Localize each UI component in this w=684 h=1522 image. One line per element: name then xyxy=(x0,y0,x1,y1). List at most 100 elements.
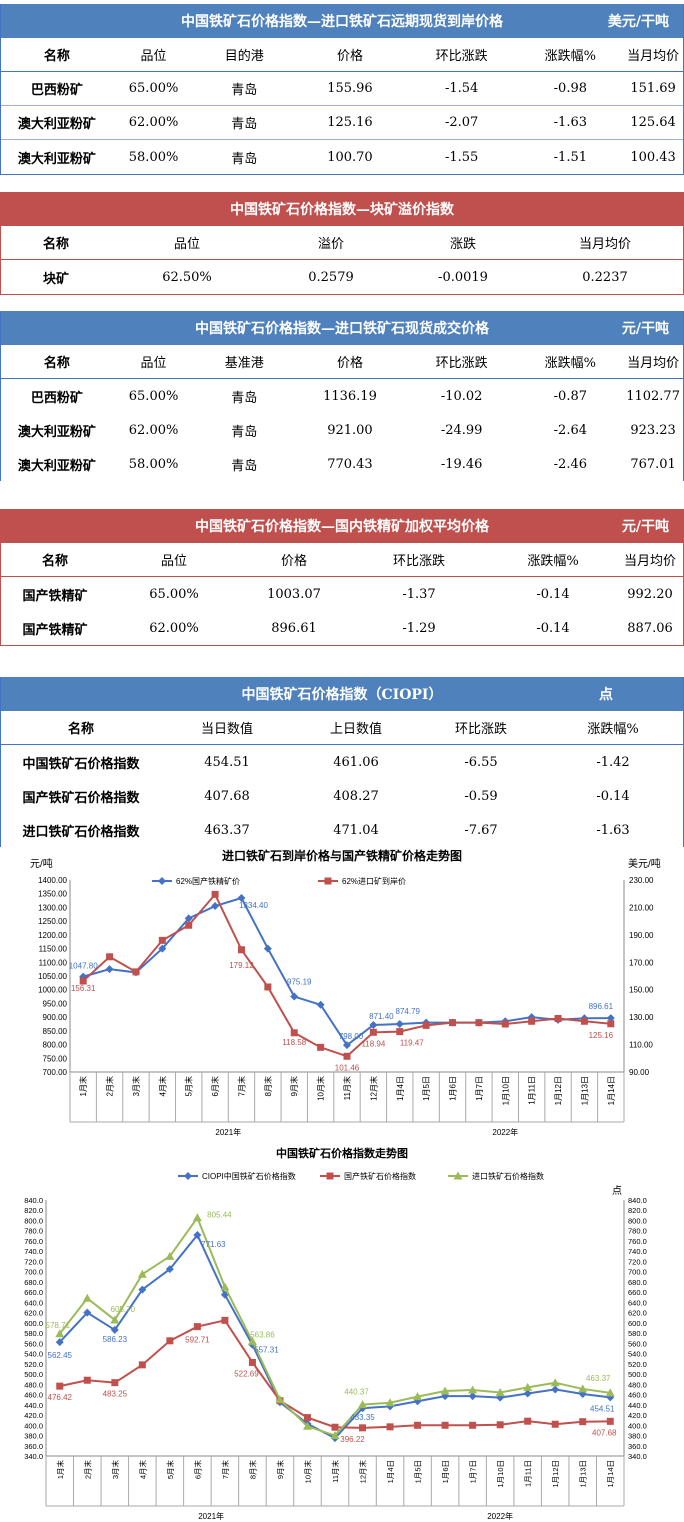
data-point xyxy=(158,944,167,953)
data-point xyxy=(475,1019,483,1027)
y-tick-right: 640.0 xyxy=(628,1298,647,1307)
y-tick-left: 700.00 xyxy=(43,1068,68,1077)
data-point xyxy=(317,1043,325,1051)
y-axis-label-right: 美元/吨 xyxy=(628,857,661,870)
table-row: 国产铁矿石价格指数 407.68 408.27 -0.59 -0.14 xyxy=(1,779,683,813)
data-point xyxy=(440,1386,450,1395)
table-cell: 100.70 xyxy=(327,149,373,165)
table-cell: 青岛 xyxy=(231,151,258,167)
x-tick-label: 1月13日 xyxy=(579,1460,588,1488)
table-cell: 923.23 xyxy=(630,422,676,438)
x-tick-label: 8月末 xyxy=(263,1076,273,1096)
y-tick-left: 440.0 xyxy=(24,1401,43,1410)
data-point xyxy=(193,1231,202,1240)
y-tick-left: 540.0 xyxy=(24,1350,43,1359)
y-tick-left: 850.00 xyxy=(43,1027,68,1036)
y-tick-right: 580.0 xyxy=(628,1329,647,1338)
data-label: 578.71 xyxy=(46,1321,71,1330)
x-tick-label: 1月14日 xyxy=(607,1076,616,1105)
y-tick-right: 170.00 xyxy=(629,958,654,967)
legend-label: 国产铁矿石价格指数 xyxy=(344,1171,416,1181)
table-cell: 896.61 xyxy=(271,620,317,636)
table-row: 进口铁矿石价格指数 463.37 471.04 -7.67 -1.63 xyxy=(1,813,683,847)
row-name-cell: 名称 xyxy=(43,49,70,64)
data-point xyxy=(343,1052,351,1060)
table-cell: 125.64 xyxy=(630,115,676,130)
data-point xyxy=(138,1285,147,1294)
x-tick-label: 1月12日 xyxy=(554,1076,563,1105)
data-label: 896.61 xyxy=(589,1002,614,1011)
y-tick-right: 680.0 xyxy=(628,1278,647,1287)
data-point xyxy=(275,1395,285,1404)
table-cell: -1.63 xyxy=(553,115,587,130)
table-cell: 当月均价 xyxy=(578,237,631,252)
table-row: 中国铁矿石价格指数 454.51 461.06 -6.55 -1.42 xyxy=(1,745,683,779)
data-point xyxy=(550,1378,560,1387)
y-tick-left: 380.0 xyxy=(24,1432,43,1441)
y-tick-left: 760.0 xyxy=(24,1237,43,1246)
table-cell: 408.27 xyxy=(333,788,379,804)
data-point xyxy=(496,1421,504,1429)
table-row: 澳大利亚粉矿 62.00% 青岛 125.16 -2.07 -1.63 125.64 xyxy=(1,106,683,140)
data-point xyxy=(166,1337,174,1345)
table-cell: 62.00% xyxy=(128,422,179,438)
data-point xyxy=(468,1392,477,1401)
table-cell: 上日数值 xyxy=(329,722,382,737)
table-lump-premium: 中国铁矿石价格指数—块矿溢价指数 名称 品位 溢价 涨跌 当月均价 块矿 62.50% 0.2… xyxy=(0,192,684,295)
data-label: 874.79 xyxy=(396,1007,421,1016)
legend-label: 进口铁矿石价格指数 xyxy=(472,1171,544,1181)
data-label: 463.37 xyxy=(586,1374,611,1383)
y-tick-left: 780.0 xyxy=(24,1227,43,1236)
table-column-headers: 名称 当日数值 上日数值 环比涨跌 涨跌幅% xyxy=(1,711,683,745)
y-axis-label-left: 元/吨 xyxy=(30,857,53,870)
y-tick-left: 950.00 xyxy=(43,999,68,1008)
x-tick-label: 1月14日 xyxy=(606,1460,615,1488)
row-name-cell: 名称 xyxy=(41,554,68,569)
data-label: 101.46 xyxy=(335,1063,360,1072)
data-point xyxy=(343,1041,351,1050)
data-point xyxy=(193,1323,201,1331)
table-cell: 407.68 xyxy=(204,788,250,804)
y-tick-left: 900.00 xyxy=(43,1013,68,1022)
y-tick-right: 380.0 xyxy=(628,1432,647,1441)
data-point xyxy=(606,1417,614,1425)
y-tick-left: 1400.00 xyxy=(38,876,67,885)
table-cell: 涨跌幅% xyxy=(527,554,579,569)
data-point xyxy=(551,1420,559,1428)
data-point xyxy=(441,1421,449,1429)
data-point xyxy=(580,1017,588,1025)
data-label: 771.63 xyxy=(201,1240,226,1249)
x-tick-label: 4月末 xyxy=(157,1076,167,1096)
table-column-headers: 名称 品位 价格 环比涨跌 涨跌幅% 当月均价 xyxy=(1,543,683,577)
table-cell: 471.04 xyxy=(333,822,379,838)
year-label: 2021年 xyxy=(215,1127,241,1137)
y-tick-left: 580.0 xyxy=(24,1329,43,1338)
y-tick-left: 750.00 xyxy=(43,1054,68,1063)
data-point xyxy=(290,1029,298,1037)
y-tick-right: 420.0 xyxy=(628,1411,647,1420)
table-column-headers: 名称 品位 溢价 涨跌 当月均价 xyxy=(1,226,683,260)
y-tick-right: 340.0 xyxy=(628,1452,647,1461)
y-tick-right: 700.0 xyxy=(628,1268,647,1277)
table-cell: -2.64 xyxy=(553,422,587,438)
table-cell: -24.99 xyxy=(440,422,483,438)
data-point xyxy=(79,977,87,985)
y-tick-right: 840.0 xyxy=(628,1196,647,1205)
data-label: 440.37 xyxy=(344,1388,369,1397)
table-cell: -0.0019 xyxy=(438,269,488,285)
table-cell: 58.00% xyxy=(128,456,179,472)
table-header: 中国铁矿石价格指数—进口铁矿石现货成交价格 元/干吨 xyxy=(1,311,683,345)
x-tick-label: 1月11日 xyxy=(524,1460,533,1487)
y-tick-right: 130.00 xyxy=(629,1013,654,1022)
x-tick-label: 1月6日 xyxy=(441,1460,450,1483)
y-tick-left: 1300.00 xyxy=(38,903,67,912)
x-tick-label: 11月末 xyxy=(330,1460,340,1483)
y-tick-right: 660.0 xyxy=(628,1288,647,1297)
table-cell: -7.67 xyxy=(464,822,498,838)
data-point xyxy=(105,965,114,974)
table-header: 中国铁矿石价格指数—块矿溢价指数 xyxy=(1,192,683,226)
data-label: 125.16 xyxy=(589,1031,614,1040)
data-point xyxy=(528,1017,536,1025)
x-tick-label: 1月10日 xyxy=(501,1076,510,1105)
data-point xyxy=(55,1329,65,1338)
